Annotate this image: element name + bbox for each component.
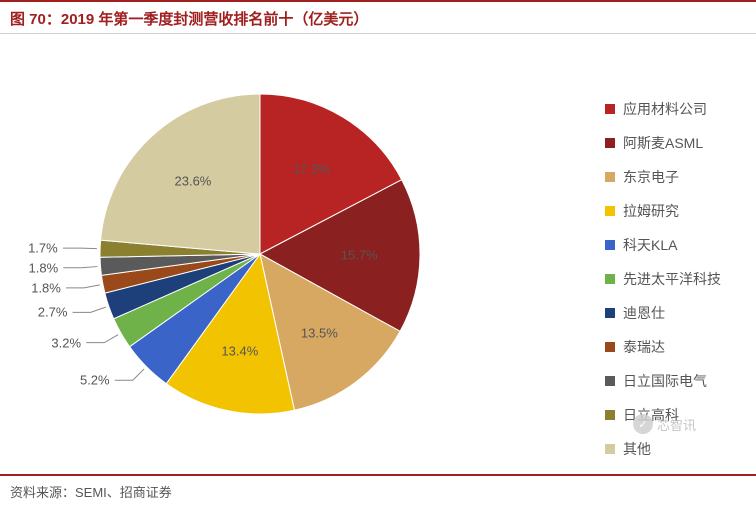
wechat-icon: ✓ [633,414,653,434]
legend-label: 应用材料公司 [623,99,707,119]
watermark-text: 芯智讯 [657,415,696,434]
legend-swatch [605,104,615,114]
slice-label: 2.7% [38,305,68,320]
legend-item: 迪恩仕 [605,303,721,323]
slice-label: 13.5% [301,326,338,341]
slice-label: 15.7% [341,248,378,263]
chart-area: 17.3% 15.7% 13.5% 13.4% 5.2% 3.2% 2.7% 1.8% 1.8%… [0,34,756,474]
legend-item: 日立国际电气 [605,371,721,391]
legend-label: 科天KLA [623,235,677,255]
legend-label: 日立国际电气 [623,371,707,391]
slice-label: 3.2% [51,335,81,350]
title-bar: 图 70：2019 年第一季度封测营收排名前十（亿美元） [0,0,756,34]
legend-item: 拉姆研究 [605,201,721,221]
chart-title: 图 70：2019 年第一季度封测营收排名前十（亿美元） [10,11,368,28]
slice-label: 13.4% [221,344,258,359]
legend-swatch [605,308,615,318]
legend-item: 科天KLA [605,235,721,255]
source-text: 资料来源：SEMI、招商证券 [10,485,172,500]
legend-swatch [605,410,615,420]
slice-label: 1.7% [28,241,58,256]
pie-chart [70,64,450,444]
legend-item: 泰瑞达 [605,337,721,357]
legend-label: 拉姆研究 [623,201,679,221]
watermark: ✓ 芯智讯 [633,414,696,434]
legend-item: 先进太平洋科技 [605,269,721,289]
legend-swatch [605,240,615,250]
legend-label: 其他 [623,439,651,459]
slice-label: 1.8% [31,280,61,295]
legend-item: 东京电子 [605,167,721,187]
footer: 资料来源：SEMI、招商证券 [0,474,756,507]
legend-swatch [605,342,615,352]
legend-swatch [605,138,615,148]
legend-swatch [605,206,615,216]
legend-swatch [605,376,615,386]
legend-item: 阿斯麦ASML [605,133,721,153]
legend-label: 迪恩仕 [623,303,665,323]
legend-swatch [605,274,615,284]
legend-label: 泰瑞达 [623,337,665,357]
legend-item: 其他 [605,439,721,459]
legend-item: 应用材料公司 [605,99,721,119]
slice-label: 23.6% [175,173,212,188]
legend-swatch [605,444,615,454]
slice-label: 1.8% [29,260,59,275]
legend-label: 阿斯麦ASML [623,133,703,153]
legend-label: 先进太平洋科技 [623,269,721,289]
legend-label: 东京电子 [623,167,679,187]
slice-label: 5.2% [80,373,110,388]
legend: 应用材料公司阿斯麦ASML 东京电子拉姆研究科天KLA 先进太平洋科技迪恩仕泰瑞达日… [605,99,721,459]
slice-label: 17.3% [293,162,330,177]
legend-swatch [605,172,615,182]
